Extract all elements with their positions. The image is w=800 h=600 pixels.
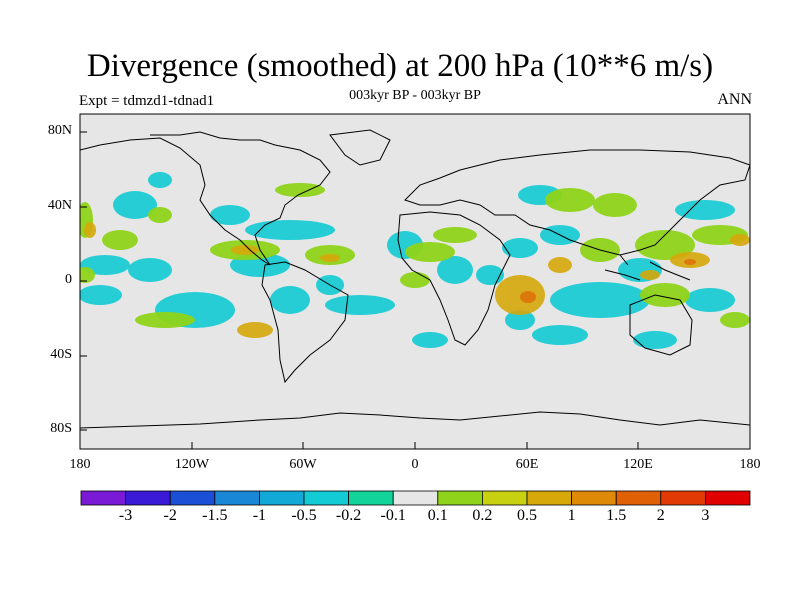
lon-tick-label: 180 — [69, 457, 91, 472]
lat-tick-label: 40N — [47, 198, 72, 213]
lat-tick-label: 80N — [47, 123, 72, 138]
lon-tick-label: 120W — [174, 457, 210, 472]
lon-tick-label: 180 — [739, 457, 761, 472]
season-label: ANN — [717, 91, 752, 108]
colorbar-label: -3 — [118, 507, 133, 524]
lat-tick-label: 0 — [65, 272, 72, 287]
colorbar-label: 0.1 — [427, 507, 448, 524]
colorbar-label: -0.1 — [380, 507, 406, 524]
lon-tick-label: 60E — [515, 457, 539, 472]
colorbar-label: -1.5 — [202, 507, 228, 524]
positive-divergence-patches — [84, 222, 750, 338]
lon-tick-label: 60W — [289, 457, 317, 472]
coastlines — [80, 129, 750, 429]
colorbar-label: 1.5 — [606, 507, 627, 524]
colorbar-label: -0.2 — [335, 507, 362, 524]
south-america-outline — [261, 261, 349, 384]
experiment-label: Expt = tdmzd1-tdnad1 — [79, 93, 215, 109]
lon-tick-label: 120E — [623, 457, 653, 472]
greenland-outline — [329, 129, 391, 166]
maritime-continent-outline — [604, 254, 691, 281]
colorbar-label: 2 — [656, 507, 665, 524]
europe-asia-outline — [404, 149, 750, 256]
colorbar-label: -2 — [163, 507, 177, 524]
lat-tick-label: 80S — [50, 421, 72, 436]
north-america-outline — [80, 131, 331, 266]
antarctica-outline — [80, 411, 750, 429]
lat-tick-label: 40S — [50, 347, 72, 362]
australia-outline — [629, 294, 693, 356]
africa-outline — [397, 211, 511, 346]
lon-tick-label: 0 — [411, 457, 419, 472]
colorbar-label: 3 — [701, 507, 710, 524]
strong-positive-divergence-patches — [520, 259, 696, 303]
colorbar-label: 0.2 — [472, 507, 493, 524]
colorbar-label: -0.5 — [291, 507, 317, 524]
chart-title: Divergence (smoothed) at 200 hPa (10**6 … — [86, 48, 714, 84]
colorbar-label: 0.5 — [517, 507, 537, 524]
axis-ticks — [79, 131, 751, 449]
chart-subtitle: 003kyr BP - 003kyr BP — [349, 88, 481, 103]
colorbar-label: -1 — [252, 507, 267, 524]
colorbar-label: 1 — [567, 507, 576, 524]
